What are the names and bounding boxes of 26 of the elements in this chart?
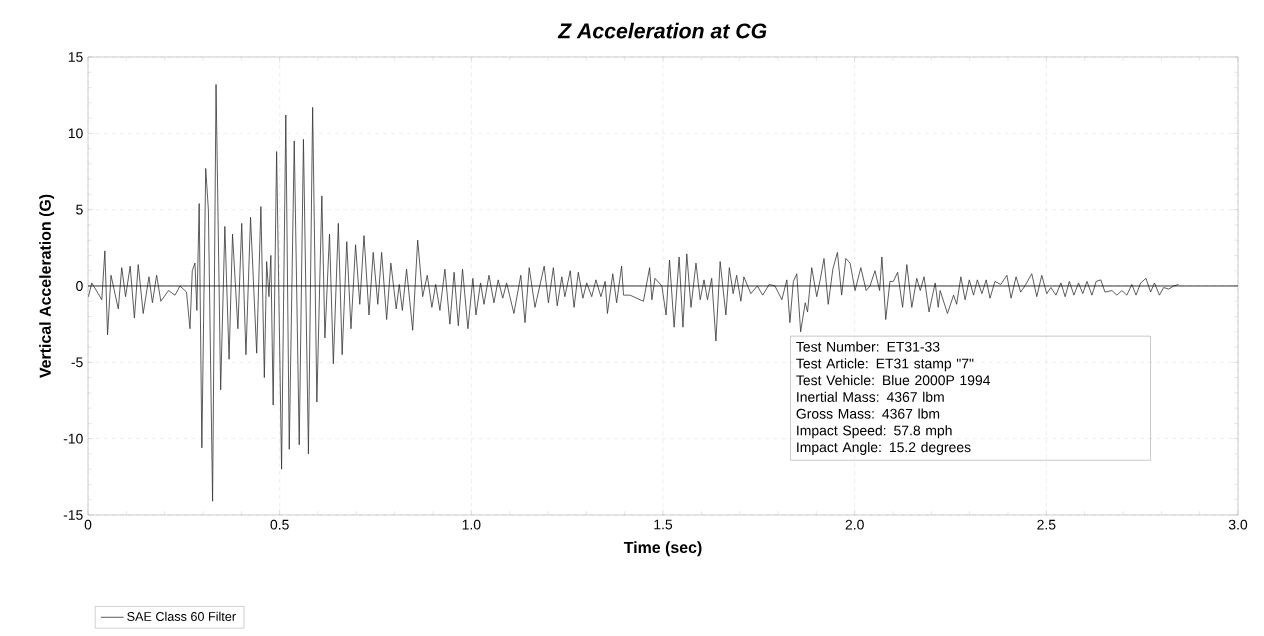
y-tick-label: -5 <box>71 357 83 368</box>
x-tick-label: 0 <box>84 519 92 530</box>
legend-label: SAE Class 60 Filter <box>127 611 236 621</box>
y-tick-label: 5 <box>76 204 83 215</box>
chart-title: Z Acceleration at CG <box>557 22 767 39</box>
line-series <box>88 84 1179 502</box>
x-tick-label: 1.0 <box>462 519 481 530</box>
y-tick-label: 15 <box>68 52 83 62</box>
y-tick-label: 0 <box>76 281 83 291</box>
x-tick-label: 0.5 <box>270 519 289 530</box>
annotation: Test Article: ET31 stamp "7" <box>796 358 974 372</box>
annotation: Impact Speed: 57.8 mph <box>797 425 952 439</box>
annotation: Test Vehicle: Blue 2000P 1994 <box>796 374 991 386</box>
y-tick-label: 10 <box>68 128 83 139</box>
annotation: Inertial Mass: 4367 lbm <box>797 391 944 402</box>
y-axis-title: Vertical Acceleration (G) <box>39 194 55 379</box>
annotation: Test Number: ET31-33 <box>796 341 940 352</box>
x-axis-title: Time (sec) <box>623 541 702 557</box>
x-tick-label: 3.0 <box>1228 519 1248 530</box>
x-tick-label: 2.0 <box>845 519 864 530</box>
y-tick-label: -10 <box>63 433 83 444</box>
annotation: Impact Angle: 15.2 degrees <box>797 441 971 455</box>
x-tick-label: 1.5 <box>654 519 673 530</box>
x-tick-label: 2.5 <box>1037 519 1056 530</box>
y-tick-label: -15 <box>63 510 83 520</box>
annotation: Gross Mass: 4367 lbm <box>796 408 940 419</box>
